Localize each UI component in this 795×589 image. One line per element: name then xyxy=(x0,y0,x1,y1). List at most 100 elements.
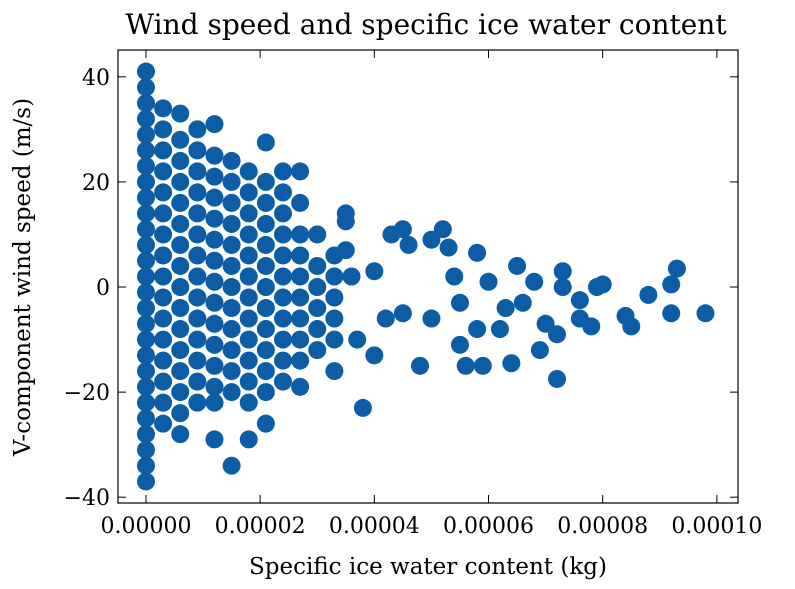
point xyxy=(422,230,441,249)
point xyxy=(188,141,207,160)
point xyxy=(222,320,241,339)
point xyxy=(205,146,224,165)
point xyxy=(136,62,155,81)
point xyxy=(273,204,292,223)
point xyxy=(136,220,155,239)
point xyxy=(239,393,258,412)
point xyxy=(136,283,155,302)
point xyxy=(222,278,241,297)
point xyxy=(513,293,532,312)
point xyxy=(222,172,241,191)
point xyxy=(456,356,475,375)
point xyxy=(291,193,310,212)
point xyxy=(548,325,567,344)
point xyxy=(291,330,310,349)
chart-title: Wind speed and specific ice water conten… xyxy=(125,8,727,41)
point xyxy=(291,246,310,265)
point xyxy=(136,141,155,160)
point xyxy=(136,314,155,333)
x-tick-label: 0.00004 xyxy=(329,514,420,539)
point xyxy=(188,267,207,286)
point xyxy=(171,193,190,212)
point xyxy=(273,309,292,328)
point xyxy=(188,351,207,370)
point xyxy=(205,188,224,207)
point xyxy=(171,235,190,254)
point xyxy=(439,238,458,257)
point xyxy=(393,220,412,239)
point xyxy=(136,235,155,254)
point xyxy=(205,430,224,449)
point xyxy=(508,256,527,275)
point xyxy=(136,109,155,128)
point xyxy=(548,369,567,388)
y-tick-label: 0 xyxy=(96,276,110,301)
point xyxy=(256,341,275,360)
point xyxy=(256,299,275,318)
point xyxy=(188,204,207,223)
point xyxy=(256,256,275,275)
point xyxy=(273,246,292,265)
point xyxy=(188,120,207,139)
point xyxy=(325,362,344,381)
point xyxy=(222,193,241,212)
point xyxy=(639,285,658,304)
point xyxy=(136,299,155,318)
point xyxy=(171,151,190,170)
point xyxy=(136,251,155,270)
point xyxy=(154,225,173,244)
point xyxy=(205,314,224,333)
point xyxy=(399,235,418,254)
point xyxy=(256,172,275,191)
point xyxy=(154,288,173,307)
point xyxy=(136,472,155,491)
point xyxy=(468,320,487,339)
point xyxy=(325,330,344,349)
point xyxy=(222,299,241,318)
point xyxy=(136,346,155,365)
y-tick-label: 40 xyxy=(82,66,110,91)
y-tick-label: −20 xyxy=(64,381,110,406)
point xyxy=(171,278,190,297)
points xyxy=(136,62,715,491)
point xyxy=(342,267,361,286)
point xyxy=(154,309,173,328)
point xyxy=(273,288,292,307)
point xyxy=(154,141,173,160)
point xyxy=(450,293,469,312)
point xyxy=(256,133,275,152)
point xyxy=(222,383,241,402)
point xyxy=(136,188,155,207)
point xyxy=(291,162,310,181)
point xyxy=(291,225,310,244)
point xyxy=(136,78,155,97)
point xyxy=(188,330,207,349)
x-axis-label: Specific ice water content (kg) xyxy=(249,554,607,580)
point xyxy=(273,267,292,286)
point xyxy=(308,278,327,297)
point xyxy=(222,341,241,360)
x-tick-label: 0.00010 xyxy=(671,514,762,539)
point xyxy=(136,157,155,176)
point xyxy=(136,393,155,412)
point xyxy=(593,275,612,294)
point xyxy=(256,362,275,381)
point xyxy=(154,246,173,265)
point xyxy=(205,167,224,186)
point xyxy=(291,267,310,286)
point xyxy=(171,172,190,191)
point xyxy=(136,362,155,381)
point xyxy=(502,354,521,373)
point xyxy=(154,120,173,139)
point xyxy=(291,377,310,396)
point xyxy=(273,330,292,349)
point xyxy=(411,356,430,375)
point xyxy=(222,214,241,233)
y-tick-label: 20 xyxy=(82,171,110,196)
point xyxy=(154,183,173,202)
point xyxy=(171,383,190,402)
point xyxy=(336,241,355,260)
point xyxy=(205,272,224,291)
point xyxy=(239,309,258,328)
x-tick-label: 0.00006 xyxy=(443,514,534,539)
